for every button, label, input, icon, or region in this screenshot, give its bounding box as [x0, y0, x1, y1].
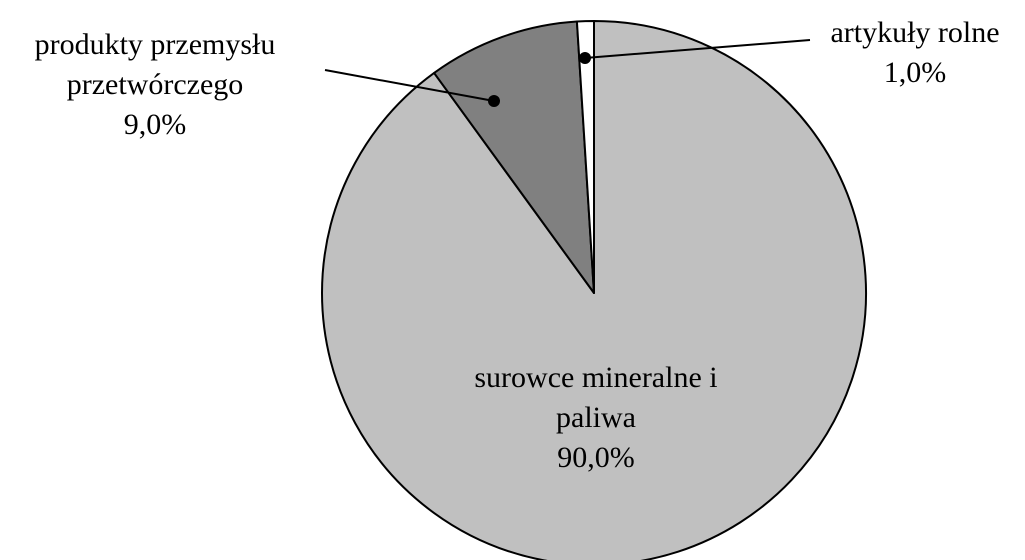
pie	[321, 20, 867, 560]
category-label: artykuły rolne	[830, 16, 1000, 49]
category-label: produkty przemysłu przetwórczego	[34, 28, 276, 101]
leader-dot	[579, 52, 591, 64]
value-label: 1,0%	[883, 56, 947, 89]
value-label: 9,0%	[123, 108, 187, 141]
slice-label: artykuły rolne 1,0%	[800, 13, 1025, 93]
pie-slice	[575, 20, 595, 294]
leader-line	[584, 39, 811, 59]
slice-label: surowce mineralne i paliwa 90,0%	[456, 358, 736, 478]
leader-line	[324, 69, 495, 102]
value-label: 90,0%	[557, 441, 635, 474]
pie-slice	[433, 20, 595, 294]
category-label: surowce mineralne i paliwa	[474, 361, 718, 434]
slice-label: produkty przemysłu przetwórczego 9,0%	[5, 25, 305, 145]
leader-dot	[488, 95, 500, 107]
